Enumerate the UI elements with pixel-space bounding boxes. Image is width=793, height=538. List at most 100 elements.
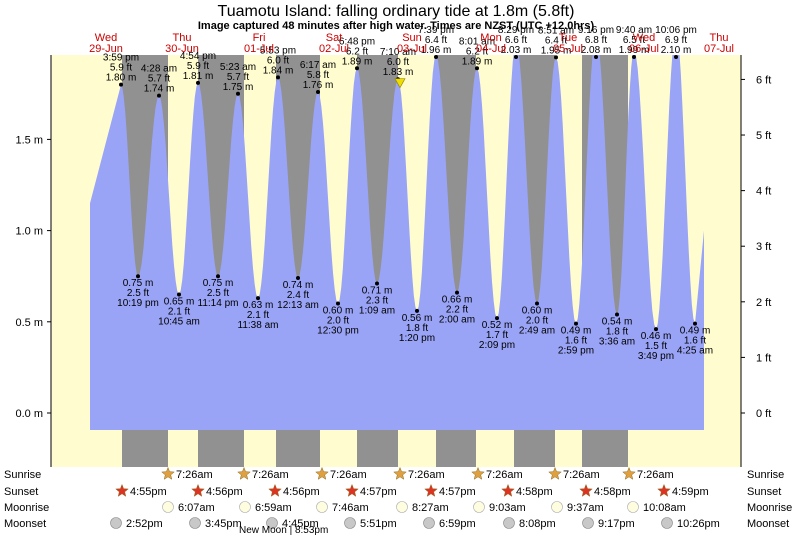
- tide-label: 7:10 am: [380, 47, 416, 58]
- sunrise-row-label-left: Sunrise: [4, 469, 41, 481]
- tide-point: [434, 55, 438, 59]
- tide-label: 2:49 am: [519, 326, 555, 337]
- tide-low-23: 0.49 m1.6 ft2:59 pm: [558, 321, 594, 357]
- tide-label: 5.7 ft: [148, 74, 170, 85]
- moonset-time: 8:08pm: [519, 518, 556, 530]
- tide-label: 1.81 m: [183, 71, 214, 82]
- right-tick-label: 4 ft: [756, 186, 771, 198]
- star-icon: [424, 483, 438, 497]
- moon-icon: [582, 517, 594, 529]
- moon-icon: [627, 501, 639, 513]
- tide-label: 5:23 am: [220, 62, 256, 73]
- tide-low-19: 0.52 m1.7 ft2:09 pm: [479, 316, 515, 351]
- moon-icon: [239, 501, 251, 513]
- tide-label: 5.9 ft: [110, 63, 132, 74]
- axes: 0.0 m 0.5 m 1.0 m 1.5 m 0 ft 1 ft 2 ft 3 ft 4 ft…: [15, 55, 771, 467]
- new-moon-label: New Moon | 8:53pm: [239, 525, 328, 536]
- left-tick-label: 0.5 m: [15, 317, 43, 329]
- tide-point: [455, 290, 459, 295]
- sunrise-time: 7:26am: [563, 469, 600, 481]
- tide-label: 10:19 pm: [117, 298, 159, 309]
- sunrise-time: 7:26am: [637, 469, 674, 481]
- tide-label: 6:48 pm: [339, 36, 375, 47]
- day-labels: Wed29-JunThu30-JunFri01-JulSat02-JulSun0…: [89, 32, 734, 55]
- sunrise-row-label-right: Sunrise: [747, 469, 784, 481]
- tide-high-24: 2.08 m6.8 ft9:16 pm: [578, 25, 614, 59]
- day-name: Sat: [326, 32, 343, 44]
- right-tick-label: 0 ft: [756, 408, 771, 420]
- tide-high-22: 1.95 m6.4 ft8:51 am: [538, 25, 574, 60]
- tide-label: 8:29 pm: [498, 25, 534, 36]
- day-date: 30-Jun: [165, 43, 199, 55]
- moonset-entry-0: 2:52pm: [110, 517, 163, 530]
- tide-high-20: 2.03 m6.6 ft8:29 pm: [498, 25, 534, 59]
- day-date: 07-Jul: [704, 43, 734, 55]
- tide-label: 1.89 m: [462, 56, 493, 67]
- moonrise-time: 6:07am: [178, 502, 215, 514]
- tide-label: 2.0 ft: [327, 316, 349, 327]
- tide-label: 2.5 ft: [127, 288, 149, 299]
- tide-label: 2.3 ft: [366, 295, 388, 306]
- tide-label: 0.75 m: [203, 278, 234, 289]
- tide-label: 2.03 m: [501, 45, 532, 56]
- sunrise-entry-5: 7:26am: [548, 466, 600, 481]
- tide-label: 1.6 ft: [684, 336, 706, 347]
- tide-point: [316, 89, 320, 94]
- tide-point: [535, 301, 539, 306]
- tide-label: 0.49 m: [561, 326, 592, 337]
- tide-label: 6.0 ft: [387, 57, 409, 68]
- day-date: 04-Jul: [476, 43, 506, 55]
- sunrise-entry-6: 7:26am: [622, 466, 674, 481]
- moon-icon: [110, 517, 122, 529]
- moonrise-entry-0: 6:07am: [162, 501, 215, 514]
- day-date: 29-Jun: [89, 43, 123, 55]
- tide-point: [119, 82, 123, 87]
- tide-label: 2.0 ft: [526, 316, 548, 327]
- moonrise-time: 9:03am: [489, 502, 526, 514]
- day-name: Thu: [710, 32, 729, 44]
- star-icon: [268, 483, 282, 497]
- moon-icon: [189, 517, 201, 529]
- tide-curve: [90, 30, 704, 430]
- star-icon: [161, 466, 175, 480]
- left-tick-label: 1.5 m: [15, 134, 43, 146]
- moonrise-row-label-right: Moonrise: [747, 502, 792, 514]
- star-icon: [393, 466, 407, 480]
- tide-point: [475, 66, 479, 71]
- right-tick-label: 2 ft: [756, 297, 771, 309]
- day-name: Mon: [480, 32, 501, 44]
- tide-high-2: 1.74 m5.7 ft4:28 am: [141, 64, 177, 98]
- tide-point: [256, 296, 260, 301]
- sunset-entry-3: 4:57pm: [345, 483, 397, 498]
- tide-point: [632, 55, 636, 59]
- tide-label: 5:53 pm: [260, 45, 296, 56]
- tide-label: 1.84 m: [263, 65, 294, 76]
- tide-label: 2.1 ft: [247, 310, 269, 321]
- moon-icon: [162, 501, 174, 513]
- star-icon: [501, 483, 515, 497]
- moonrise-time: 9:37am: [567, 502, 604, 514]
- right-tick-label: 6 ft: [756, 74, 771, 86]
- moonrise-time: 10:08am: [643, 502, 686, 514]
- moon-icon: [661, 517, 673, 529]
- star-icon: [115, 483, 129, 497]
- tide-point: [157, 93, 161, 98]
- moonset-time: 2:52pm: [126, 518, 163, 530]
- day-name: Wed: [633, 32, 655, 44]
- right-tick-label: 1 ft: [756, 352, 771, 364]
- tide-high-12: 1.89 m6.2 ft6:48 pm: [339, 36, 375, 71]
- sunset-time: 4:58pm: [516, 486, 553, 498]
- left-tick-label: 1.0 m: [15, 226, 43, 238]
- moon-icon: [344, 517, 356, 529]
- tide-label: 2.4 ft: [287, 290, 309, 301]
- tide-label: 1.75 m: [223, 82, 254, 93]
- sunset-time: 4:57pm: [439, 486, 476, 498]
- tide-point: [196, 80, 200, 85]
- tide-label: 2:59 pm: [558, 346, 594, 357]
- tide-label: 3:59 pm: [103, 53, 139, 64]
